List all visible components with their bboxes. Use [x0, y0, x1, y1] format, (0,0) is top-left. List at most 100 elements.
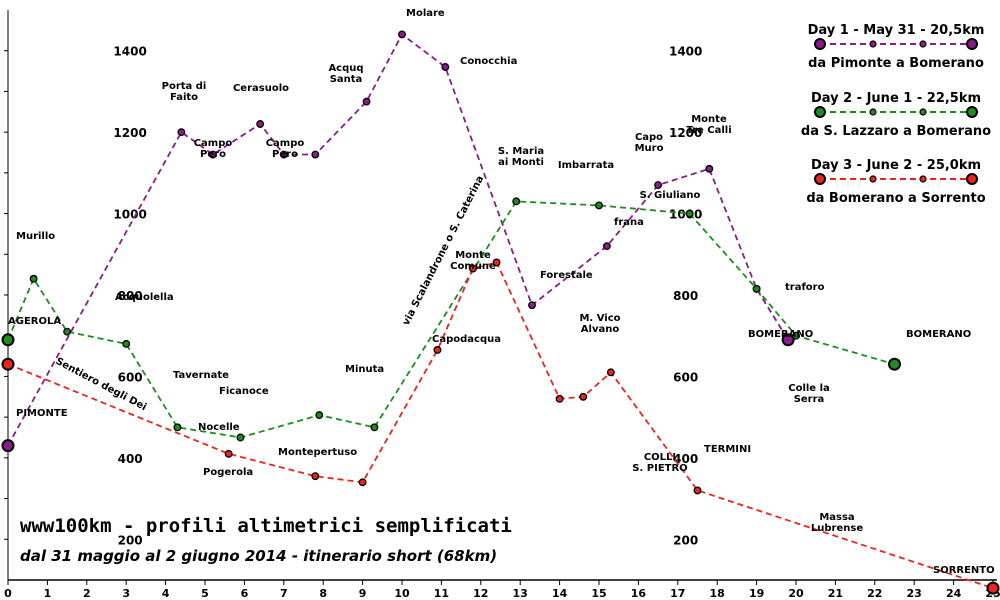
data-point-day-2 [1, 333, 15, 347]
series-lines [7, 33, 994, 589]
y-tick-label: 1400 [113, 45, 146, 59]
x-tick-label: 5 [201, 587, 209, 600]
x-tick-label: 15 [591, 587, 606, 600]
place-label-imbarrata: Imbarrata [558, 160, 614, 171]
data-point-day-3 [606, 368, 615, 377]
place-label-campo-pero-2: Campo Pero [266, 138, 305, 160]
x-tick-label: 16 [631, 587, 647, 600]
place-label-nocelle: Nocelle [198, 422, 240, 433]
place-label-campo-pero-1: Campo Pero [194, 138, 233, 160]
legend-entry-day-3: Day 3 - June 2 - 25,0km da Bomerano a Sor… [806, 158, 985, 206]
data-point-day-1 [705, 164, 714, 173]
x-tick-label: 14 [552, 587, 568, 600]
place-label-agerola: AGEROLA [8, 316, 61, 327]
place-label-termini: TERMINI [704, 444, 751, 455]
legend-swatch-point [919, 108, 927, 116]
y-tick-label: 400 [118, 452, 143, 466]
chart-title: www100km - profili altimetrici semplific… [20, 515, 512, 537]
legend-swatch-point [966, 106, 978, 118]
y-tick-label: 400 [673, 452, 698, 466]
legend-title: Day 1 - May 31 - 20,5km [808, 23, 985, 38]
data-point-day-1 [279, 150, 288, 159]
place-label-frana: frana [614, 217, 644, 228]
data-point-day-3 [468, 264, 477, 273]
place-label-minuta: Minuta [345, 364, 384, 375]
x-tick-label: 9 [359, 587, 367, 600]
legend-route: da Pimonte a Bomerano [808, 56, 984, 71]
x-tick-label: 3 [122, 587, 130, 600]
legend-swatch-point [919, 40, 927, 48]
data-point-day-1 [398, 30, 406, 39]
data-point-day-1 [311, 150, 320, 159]
place-label-colle-la-serra: Colle la Serra [788, 383, 830, 405]
data-point-day-3 [555, 394, 564, 403]
y-tick-label: 1400 [669, 45, 702, 59]
x-tick-label: 7 [280, 587, 288, 600]
place-label-bomerano-2: BOMERANO [906, 329, 971, 340]
x-tick-label: 12 [473, 587, 488, 600]
x-tick-label: 1 [44, 587, 52, 600]
chart-subtitle: dal 31 maggio al 2 giugno 2014 - itinera… [20, 547, 497, 565]
data-point-day-2 [595, 201, 603, 210]
y-tick-label: 600 [118, 370, 143, 384]
y-tick-label: 200 [673, 533, 698, 547]
x-tick-label: 6 [241, 587, 249, 600]
place-label-m-vico-alvano: M. Vico Alvano [579, 313, 620, 335]
data-point-day-2 [685, 209, 694, 218]
x-tick-label: 8 [319, 587, 327, 600]
legend-swatch-point [869, 40, 877, 48]
legend: Day 1 - May 31 - 20,5km da Pimonte a Bome… [801, 23, 991, 206]
x-tick-label: 23 [907, 587, 922, 600]
place-label-s-maria-ai-monti: S. Maria ai Monti [498, 146, 544, 168]
place-label-murillo: Murillo [16, 231, 55, 242]
x-tick-label: 17 [670, 587, 685, 600]
x-tick-label: 4 [162, 587, 170, 600]
place-label-sorrento: SORRENTO [933, 565, 995, 576]
place-label-massa-lubrense: Massa Lubrense [811, 512, 863, 534]
legend-swatch-point [869, 108, 877, 116]
data-point-day-3 [1, 357, 15, 371]
place-label-pogerola: Pogerola [203, 467, 253, 478]
y-tick-label: 800 [118, 289, 143, 303]
place-label-ficanoce: Ficanoce [219, 386, 269, 397]
legend-swatch-point [966, 38, 978, 50]
data-point-day-2 [29, 274, 38, 283]
place-label-monte-tre-calli: Monte Tre Calli [686, 114, 731, 136]
place-label-colli-s-pietro: COLLI S. PIETRO [632, 452, 687, 474]
y-tick-label: 800 [673, 289, 698, 303]
x-tick-label: 24 [946, 587, 962, 600]
data-point-day-2 [792, 331, 800, 340]
place-label-tavernate: Tavernate [173, 370, 229, 381]
place-label-conocchia: Conocchia [460, 56, 517, 67]
x-tick-label: 19 [749, 587, 764, 600]
place-label-traforo: traforo [785, 282, 825, 293]
data-point-day-3 [492, 258, 501, 267]
y-tick-label: 1200 [669, 126, 702, 140]
legend-swatch-point [814, 173, 826, 185]
place-label-capo-muro: Capo Muro [635, 132, 664, 154]
data-point-day-2 [752, 284, 761, 293]
data-point-day-2 [63, 327, 72, 336]
place-label-capodacqua: Capodacqua [432, 334, 501, 345]
legend-swatch-point [869, 175, 877, 183]
x-tick-label: 2 [83, 587, 91, 600]
data-point-day-3 [579, 392, 588, 401]
legend-entry-day-1: Day 1 - May 31 - 20,5km da Pimonte a Bome… [808, 23, 985, 71]
legend-route: da Bomerano a Sorrento [806, 191, 985, 206]
legend-swatch-point [966, 173, 978, 185]
x-tick-label: 18 [710, 587, 725, 600]
data-point-day-3 [693, 486, 702, 495]
place-label-sentiero-degli-dei: Sentiero degli Dei [54, 356, 149, 413]
data-point-day-3 [311, 472, 320, 481]
series-line-day-2 [7, 200, 895, 439]
series-points [1, 30, 1000, 595]
data-point-day-3 [358, 478, 367, 487]
place-label-forestale: Forestale [540, 270, 593, 281]
x-tick-label: 22 [867, 587, 882, 600]
place-label-bomerano-1: BOMERANO [748, 329, 813, 340]
data-point-day-1 [654, 181, 663, 190]
chart-titles: www100km - profili altimetrici semplific… [20, 515, 512, 565]
place-label-montepertuso: Montepertuso [278, 447, 357, 458]
x-tick-label: 0 [4, 587, 12, 600]
x-tick-label: 11 [434, 587, 449, 600]
